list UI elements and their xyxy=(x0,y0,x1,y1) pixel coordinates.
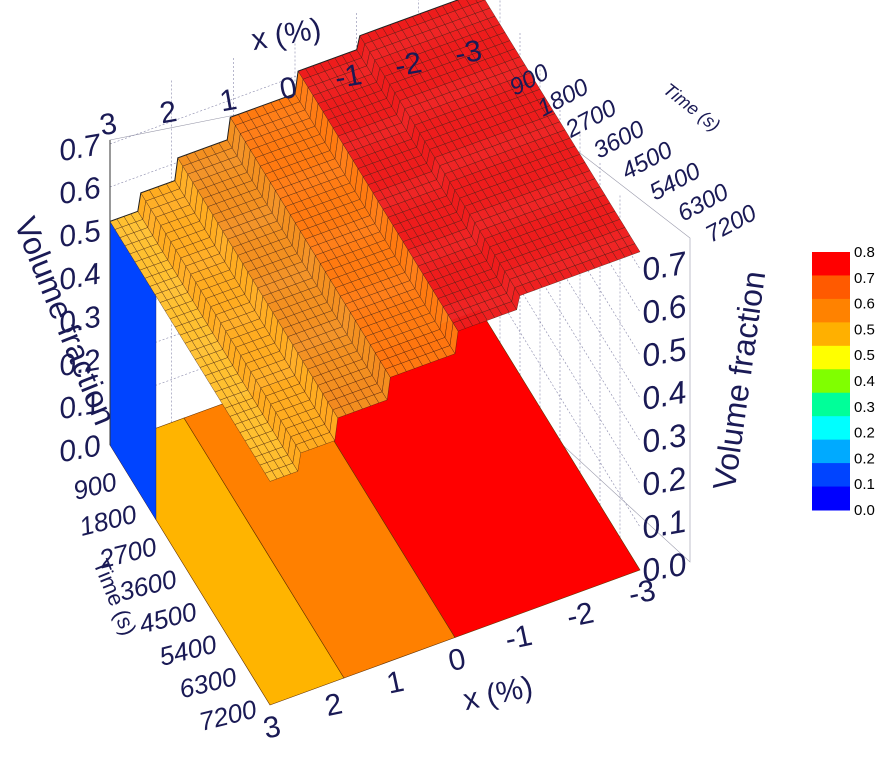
x-tick-top: 3 xyxy=(97,107,119,142)
z-tick-left: 0.4 xyxy=(56,257,103,297)
surface-cell xyxy=(627,243,641,255)
colorbar-label: 0.1 xyxy=(854,476,875,493)
colorbar-label: 0.0 xyxy=(854,502,875,519)
time-tick-left: 7200 xyxy=(196,694,260,737)
time-tick-left: 5400 xyxy=(156,629,220,672)
x-axis-title-bottom: x (%) xyxy=(460,670,535,717)
x-tick-top: -1 xyxy=(332,58,364,95)
colorbar-label: 0.4 xyxy=(854,373,875,390)
z-tick-left: 0.5 xyxy=(56,214,103,254)
x-tick-bottom: -1 xyxy=(502,619,535,657)
colorbar-swatch xyxy=(812,369,850,394)
z-tick-right: 0.1 xyxy=(639,503,689,546)
x-tick-bottom: 0 xyxy=(445,642,468,678)
z-tick-left: 0.0 xyxy=(56,429,103,469)
surface-mesh xyxy=(109,0,641,521)
x-tick-top: 2 xyxy=(157,95,179,130)
time-tick-left: 1800 xyxy=(76,499,140,542)
time-axis-title-top: Time (s) xyxy=(660,79,724,135)
z-tick-right: 0.0 xyxy=(639,546,689,589)
z-axis-title-right: Volume fraction xyxy=(706,269,772,492)
colorbar-swatch xyxy=(812,392,850,417)
z-tick-left: 0.6 xyxy=(56,171,103,211)
z-tick-right: 0.2 xyxy=(639,460,689,503)
z-tick-right: 0.5 xyxy=(639,331,689,374)
colorbar-swatch xyxy=(812,486,850,511)
colorbar-label: 0.7 xyxy=(854,270,875,287)
colorbar-swatch xyxy=(812,416,850,441)
x-tick-bottom: 2 xyxy=(322,687,345,723)
x-tick-top: -2 xyxy=(392,46,424,83)
colorbar-swatch xyxy=(812,345,850,370)
z-ticks-left: 0.00.10.20.30.40.50.60.7 xyxy=(56,128,104,469)
colorbar-swatch xyxy=(812,298,850,323)
colorbar: 0.8 0.7 0.6 0.5 0.5 0.4 0.3 0.2 0.2 0.1 0.0 xyxy=(812,244,875,519)
z-tick-left: 0.7 xyxy=(56,128,104,168)
x-ticks-top: 3 2 1 0 -1 -2 -3 xyxy=(97,34,484,142)
z-tick-right: 0.3 xyxy=(639,417,689,460)
z-tick-right: 0.7 xyxy=(639,245,690,288)
z-tick-left: 0.3 xyxy=(56,300,103,340)
colorbar-label: 0.2 xyxy=(854,425,875,442)
colorbar-label: 0.5 xyxy=(854,347,875,364)
x-tick-bottom: 3 xyxy=(260,710,283,746)
z-tick-left: 0.2 xyxy=(56,343,103,383)
colorbar-swatch xyxy=(812,322,850,347)
colorbar-label: 0.2 xyxy=(854,450,875,467)
colorbar-swatch xyxy=(812,252,850,276)
colorbar-swatch xyxy=(812,275,850,300)
time-tick-left: 4500 xyxy=(136,596,200,639)
colorbar-label: 0.3 xyxy=(854,399,875,416)
colorbar-swatch xyxy=(812,439,850,464)
x-tick-bottom: -2 xyxy=(564,596,597,634)
z-tick-right: 0.6 xyxy=(639,288,689,331)
z-ticks-right: 0.00.10.20.30.40.50.60.7 xyxy=(639,245,690,589)
x-tick-top: -3 xyxy=(452,34,484,71)
time-tick-left: 900 xyxy=(70,466,120,506)
colorbar-label: 0.8 xyxy=(854,244,875,261)
x-tick-top: 0 xyxy=(277,71,299,106)
time-tick-left: 6300 xyxy=(176,661,240,704)
colorbar-swatch xyxy=(812,463,850,488)
x-axis-title-top: x (%) xyxy=(249,12,324,57)
x-tick-top: 1 xyxy=(217,83,239,118)
z-tick-left: 0.1 xyxy=(56,386,103,426)
time-tick-left: 2700 xyxy=(95,531,160,574)
z-tick-right: 0.4 xyxy=(639,374,689,417)
surface-outline xyxy=(109,0,460,222)
x-tick-bottom: 1 xyxy=(384,665,407,701)
colorbar-label: 0.5 xyxy=(854,321,875,338)
time-tick-left: 3600 xyxy=(116,564,180,607)
colorbar-label: 0.6 xyxy=(854,296,875,313)
